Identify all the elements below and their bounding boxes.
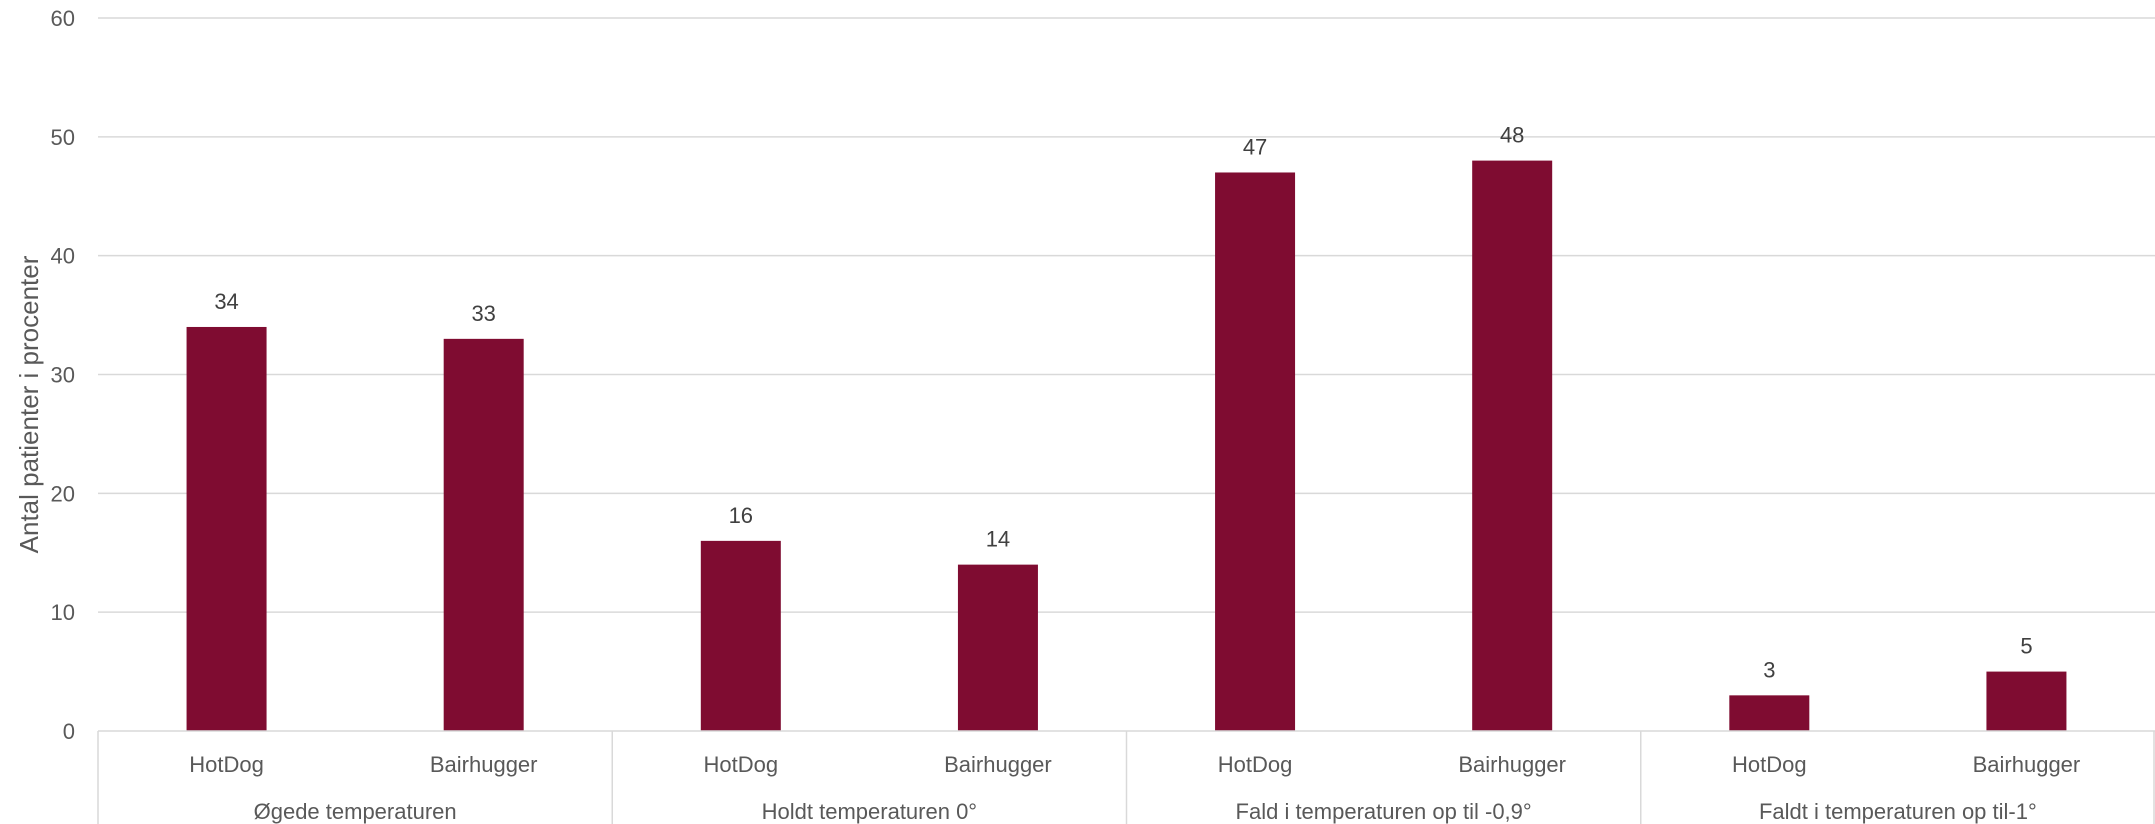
y-axis-title: Antal patienter i procenter bbox=[14, 255, 44, 553]
bars bbox=[186, 160, 2067, 732]
gridlines bbox=[98, 17, 2155, 613]
bar-hotdog-3 bbox=[1215, 172, 1296, 731]
x-category-label: Bairhugger bbox=[944, 752, 1052, 777]
y-tick-label: 0 bbox=[63, 719, 75, 744]
y-tick-label: 60 bbox=[51, 6, 75, 31]
x-group-label: Øgede temperaturen bbox=[254, 799, 457, 824]
bar-hotdog-4 bbox=[1729, 695, 1810, 731]
x-group-label: Holdt temperaturen 0° bbox=[762, 799, 977, 824]
x-category-label: HotDog bbox=[704, 752, 779, 777]
data-label: 14 bbox=[986, 527, 1010, 552]
x-category-label: Bairhugger bbox=[1458, 752, 1566, 777]
x-category-label: HotDog bbox=[1218, 752, 1293, 777]
bar-hotdog-1 bbox=[186, 326, 267, 731]
data-label: 5 bbox=[2020, 634, 2032, 659]
x-category-label: HotDog bbox=[1732, 752, 1807, 777]
x-axis: HotDog Bairhugger Øgede temperaturen HotDog… bbox=[97, 730, 2155, 824]
bar-bairhugger-2 bbox=[957, 564, 1038, 731]
x-group-label: Faldt i temperaturen op til-1° bbox=[1759, 799, 2037, 824]
x-category-label: Bairhugger bbox=[1973, 752, 2081, 777]
bar-bairhugger-1 bbox=[443, 338, 524, 731]
x-category-label: Bairhugger bbox=[430, 752, 538, 777]
bar-bairhugger-3 bbox=[1472, 160, 1553, 732]
bar-bairhugger-4 bbox=[1986, 671, 2067, 731]
y-tick-label: 20 bbox=[51, 481, 75, 506]
data-label: 34 bbox=[214, 289, 238, 314]
y-axis-ticks: 0 10 20 30 40 50 60 bbox=[51, 6, 75, 744]
data-label: 3 bbox=[1763, 657, 1775, 682]
data-label: 33 bbox=[471, 301, 495, 326]
y-tick-label: 10 bbox=[51, 600, 75, 625]
y-tick-label: 40 bbox=[51, 244, 75, 269]
bar-hotdog-2 bbox=[700, 540, 781, 731]
y-tick-label: 30 bbox=[51, 363, 75, 388]
x-group-label: Fald i temperaturen op til -0,9° bbox=[1236, 799, 1532, 824]
data-label: 16 bbox=[729, 503, 753, 528]
data-label: 48 bbox=[1500, 123, 1524, 148]
x-category-label: HotDog bbox=[189, 752, 264, 777]
y-tick-label: 50 bbox=[51, 125, 75, 150]
data-labels: 34 33 16 14 47 48 3 5 bbox=[214, 123, 2032, 683]
data-label: 47 bbox=[1243, 134, 1267, 159]
